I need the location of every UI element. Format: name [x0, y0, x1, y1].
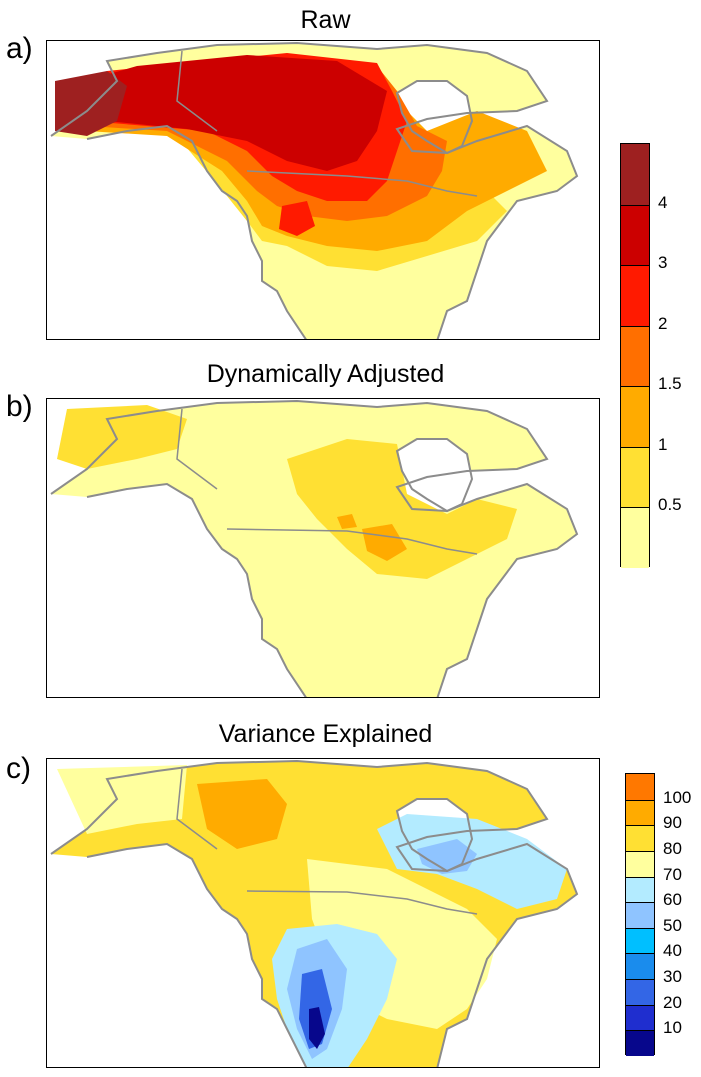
colorbar-tick-label: 90	[663, 813, 682, 833]
colorbar-tick-label: 20	[663, 992, 682, 1012]
map-panel-b	[46, 398, 600, 698]
colorbar-tick-label: 80	[663, 838, 682, 858]
band-1-center	[362, 524, 407, 561]
band-80-north	[57, 765, 187, 834]
colorbar-tick-label: 1.5	[658, 374, 682, 394]
colorbar-segment	[626, 774, 654, 800]
colorbar-tick-label: 40	[663, 941, 682, 961]
map-panel-c	[46, 758, 600, 1068]
colorbar-segment	[626, 876, 654, 903]
coastline	[50, 41, 579, 339]
colorbar-segment	[626, 825, 654, 851]
country-border	[176, 768, 478, 915]
hudson-bay-coast	[395, 798, 474, 873]
band-4	[67, 55, 387, 171]
map-panel-a	[46, 40, 600, 340]
coastline	[50, 759, 579, 1067]
colorbar-segment	[621, 446, 649, 508]
colorbar-tick-label: 50	[663, 915, 682, 935]
panel-c-letter: c)	[6, 752, 31, 785]
colorbar-segment	[626, 1030, 654, 1056]
hudson-bay-coast	[395, 438, 474, 513]
country-border	[176, 408, 478, 555]
panel-b-title: Dynamically Adjusted	[206, 360, 445, 388]
colorbar-segment	[626, 1004, 654, 1031]
colorbar-segment	[626, 902, 654, 928]
country-border	[176, 50, 478, 197]
colorbar-tick-label: 100	[663, 787, 692, 807]
colorbar-segment	[626, 799, 654, 826]
colorbar-tick-label: 70	[663, 864, 682, 884]
colorbar-tick-label: 0.5	[658, 495, 682, 515]
colorbar-segment	[621, 325, 649, 387]
colorbar-warm	[620, 143, 650, 568]
north-america-land	[51, 401, 577, 697]
colorbar-segment	[626, 979, 654, 1005]
map-c-svg	[50, 759, 579, 1067]
coastline	[50, 399, 579, 697]
colorbar-segment	[621, 204, 649, 266]
map-b-svg	[50, 399, 579, 697]
colorbar-segment	[626, 850, 654, 877]
band-10-south	[309, 1007, 325, 1049]
colorbar-tick-label: 30	[663, 967, 682, 987]
panel-b-letter: b)	[6, 390, 33, 423]
colorbar-tick-label: 3	[658, 253, 668, 273]
colorbar-tick-label: 60	[663, 890, 682, 910]
hudson-bay-coast	[395, 80, 474, 155]
colorbar-segment	[621, 386, 649, 447]
panel-a-letter: a)	[6, 32, 33, 65]
panel-c-title: Variance Explained	[218, 720, 433, 748]
colorbar-tick-label: 10	[663, 1018, 682, 1038]
band-1-small	[337, 514, 357, 529]
colorbar-tick-label: 2	[658, 313, 668, 333]
colorbar-tick-label: 1	[658, 434, 668, 454]
colorbar-segment	[621, 265, 649, 326]
colorbar-segment	[621, 507, 649, 568]
colorbar-tick-label: 4	[658, 192, 668, 212]
band-0-5-north	[57, 405, 187, 469]
band-hotspot	[279, 201, 315, 236]
map-a-svg	[50, 41, 579, 339]
panel-a-title: Raw	[300, 6, 351, 34]
band-90	[197, 779, 287, 849]
colorbar-variance	[625, 773, 655, 1056]
colorbar-segment	[626, 953, 654, 980]
band-0-5-center	[287, 439, 517, 579]
colorbar-segment	[626, 927, 654, 954]
colorbar-segment	[621, 144, 649, 205]
